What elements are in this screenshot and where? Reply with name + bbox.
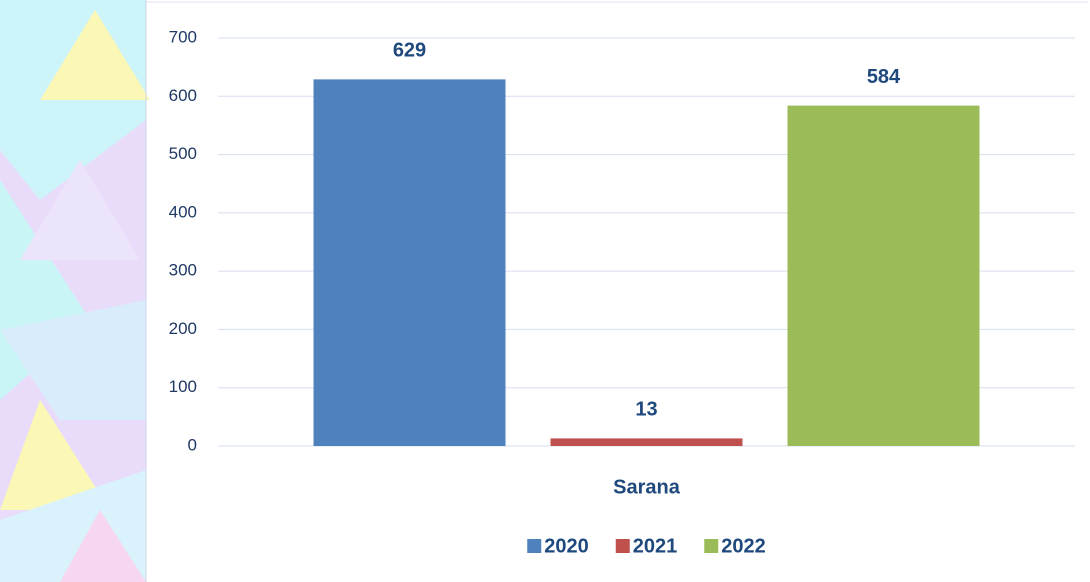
- bar: [550, 438, 743, 446]
- y-tick-label: 700: [169, 27, 197, 46]
- bar: [787, 105, 980, 447]
- x-tick-label: Sarana: [613, 476, 681, 498]
- value-label: 584: [867, 66, 901, 88]
- y-tick-label: 200: [169, 319, 197, 338]
- legend-swatch: [704, 539, 719, 553]
- y-tick-label: 500: [169, 144, 197, 163]
- legend-label: 2020: [544, 535, 589, 557]
- bar: [313, 79, 506, 446]
- y-tick-label: 600: [169, 86, 197, 105]
- legend-label: 2021: [633, 535, 678, 557]
- y-tick-label: 0: [188, 435, 197, 454]
- legend-swatch: [615, 539, 630, 553]
- value-label: 629: [393, 40, 426, 62]
- legend-swatch: [527, 539, 542, 553]
- y-tick-label: 100: [169, 377, 197, 396]
- value-label: 13: [635, 399, 657, 421]
- y-tick-label: 300: [169, 261, 197, 280]
- legend-label: 2022: [721, 535, 766, 557]
- y-tick-label: 400: [169, 202, 197, 221]
